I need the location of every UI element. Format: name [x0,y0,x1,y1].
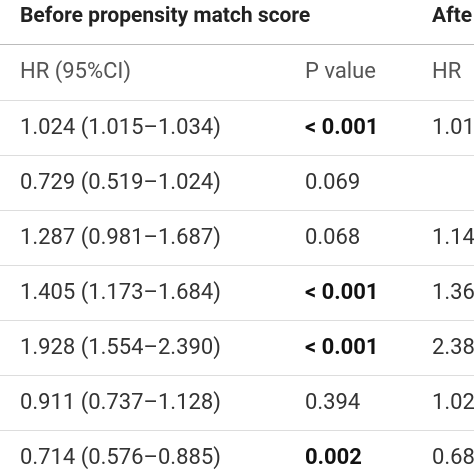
row-rule [0,265,474,266]
row-rule [0,100,474,101]
p-value-cell: < 0.001 [305,280,379,305]
hr-cell: 1.287 (0.981–1.687) [20,225,221,250]
column-header: HR [432,59,462,84]
p-value-cell: 0.069 [305,170,361,195]
p-value-cell: 0.394 [305,390,361,415]
p-value-cell: < 0.001 [305,335,379,360]
row-rule [0,375,474,376]
row-rule [0,430,474,431]
hr-after-cell: 1.36 [432,280,474,305]
hr-cell: 0.714 (0.576–0.885) [20,445,221,470]
header-rule [0,44,474,45]
hr-after-cell: 1.02 [432,390,474,415]
hr-after-cell: 0.68 [432,445,474,470]
hr-cell: 0.729 (0.519–1.024) [20,170,221,195]
row-rule [0,210,474,211]
row-rule [0,320,474,321]
p-value-cell: 0.068 [305,225,361,250]
p-value-cell: 0.002 [305,445,362,470]
hr-after-cell: 2.38 [432,335,474,360]
hr-cell: 1.928 (1.554–2.390) [20,335,221,360]
hr-after-cell: 1.01 [432,115,474,140]
p-value-cell: < 0.001 [305,115,379,140]
hr-cell: 0.911 (0.737–1.128) [20,390,221,415]
group-header: Afte [432,4,473,28]
hr-cell: 1.405 (1.173–1.684) [20,280,221,305]
group-header: Before propensity match score [20,4,311,28]
hr-cell: 1.024 (1.015–1.034) [20,115,221,140]
column-header: HR (95%CI) [20,59,132,84]
row-rule [0,155,474,156]
hr-after-cell: 1.14 [432,225,474,250]
column-header: P value [305,59,376,84]
